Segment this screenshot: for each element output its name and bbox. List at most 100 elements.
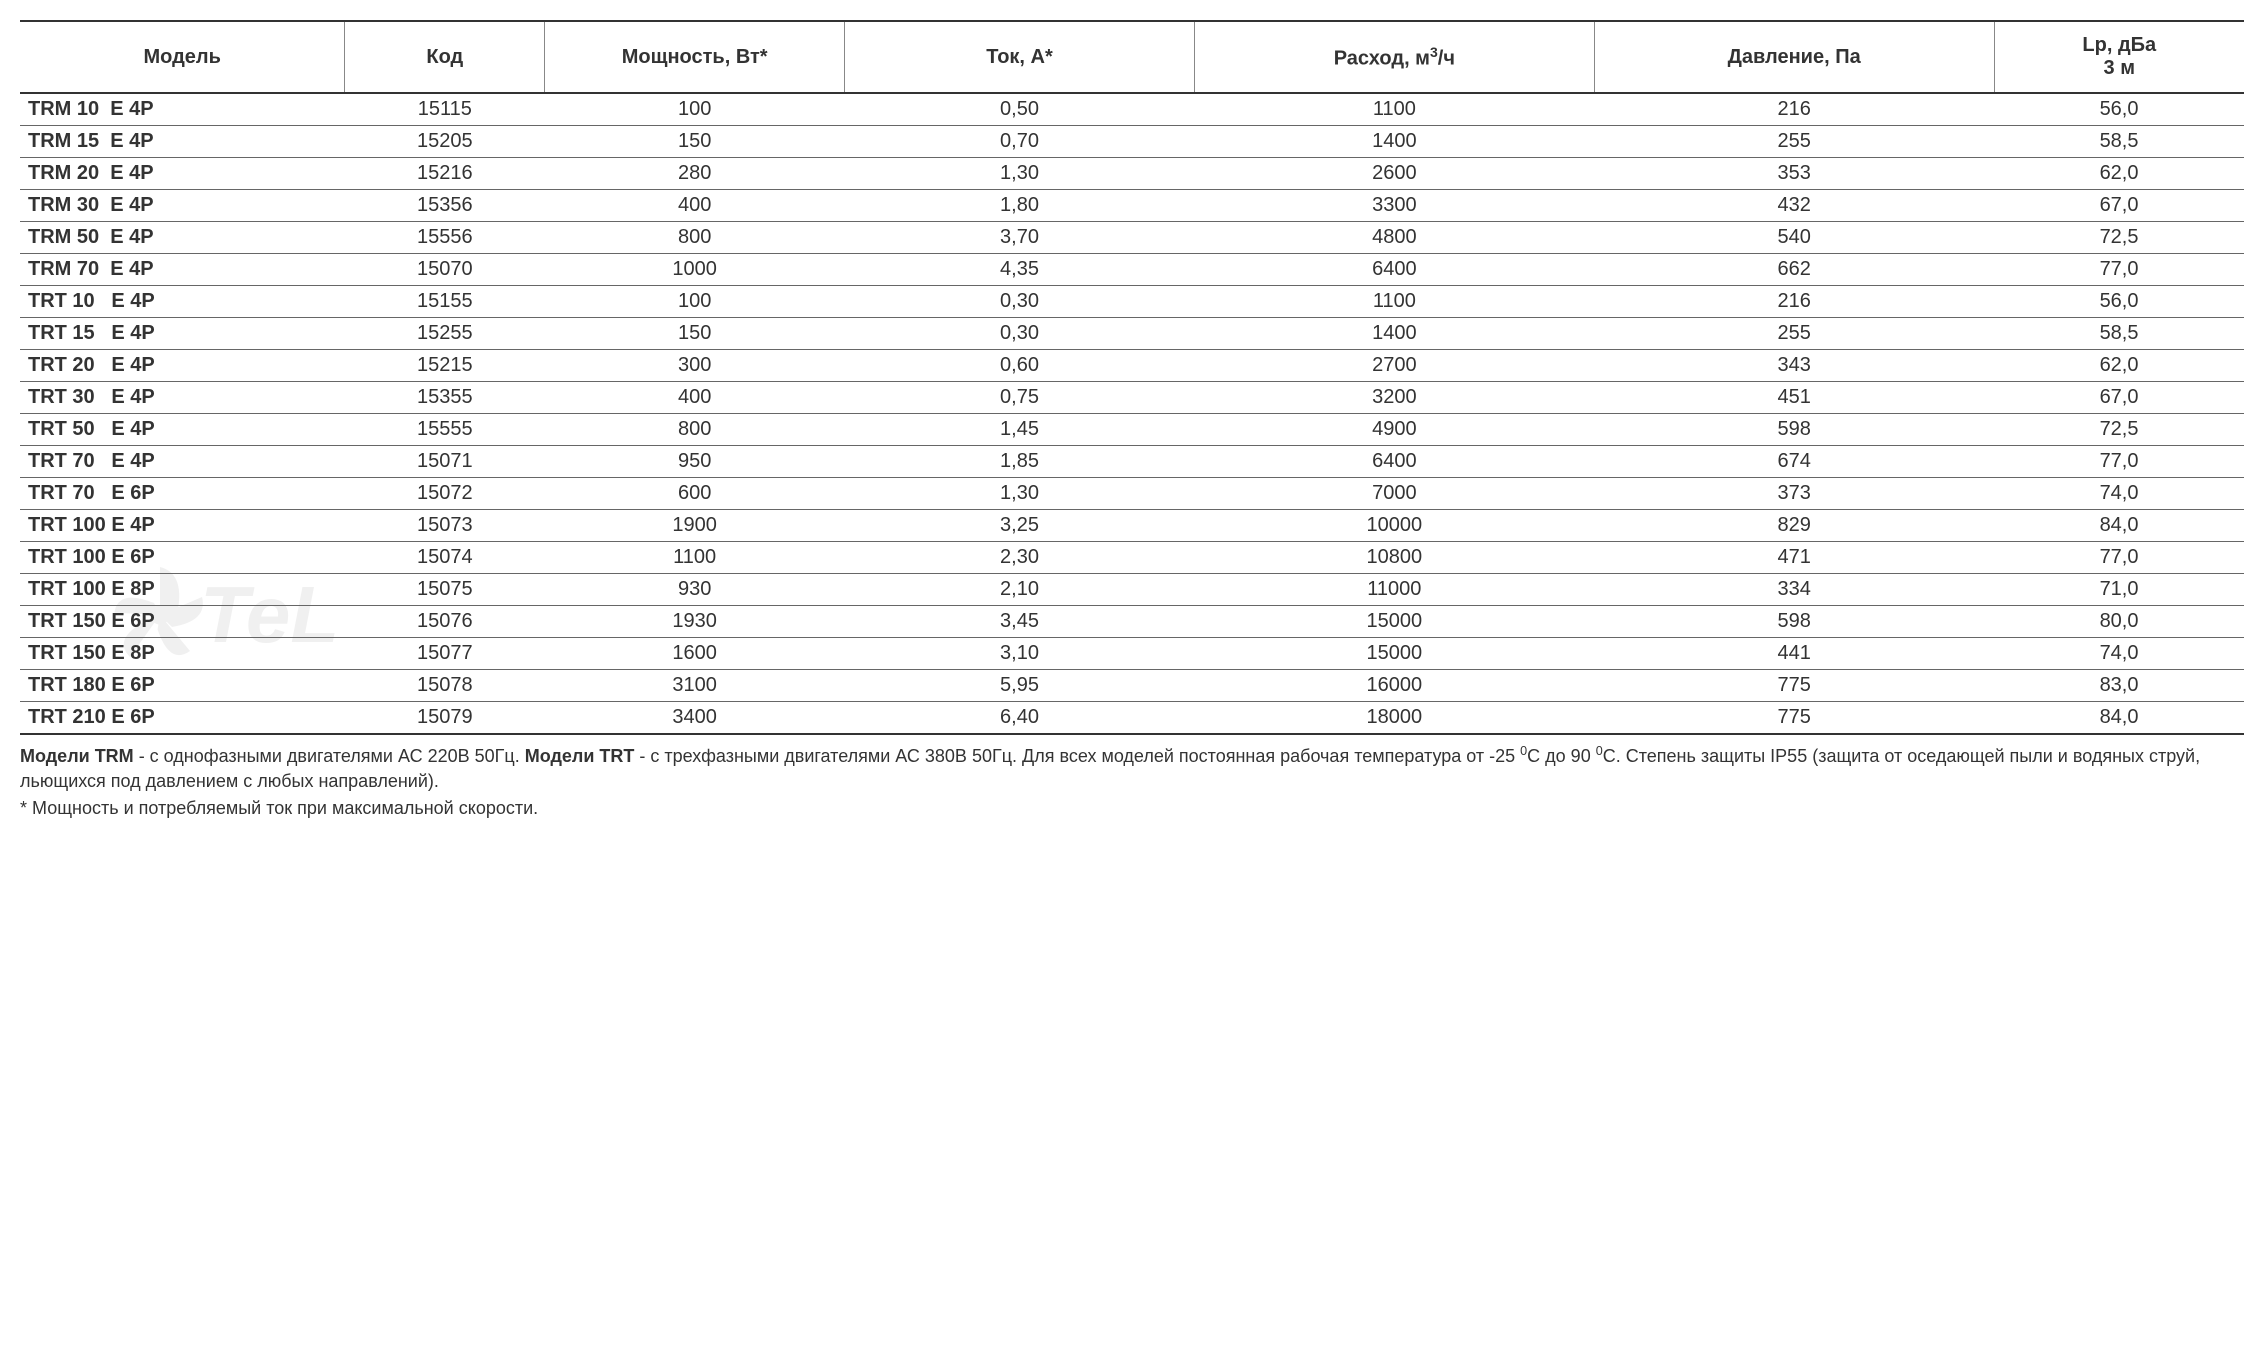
cell-noise: 77,0 [1994, 446, 2244, 478]
note-models-description: Модели TRM - с однофазными двигателями А… [20, 743, 2244, 794]
table-row: TRM 15 E 4P152051500,70140025558,5 [20, 126, 2244, 158]
cell-pressure: 343 [1594, 350, 1994, 382]
cell-flow: 6400 [1194, 446, 1594, 478]
cell-current: 1,45 [845, 414, 1195, 446]
cell-code: 15355 [345, 382, 545, 414]
cell-code: 15074 [345, 542, 545, 574]
cell-model: TRT 150 E 8P [20, 638, 345, 670]
cell-model: TRT 30 E 4P [20, 382, 345, 414]
cell-power: 800 [545, 222, 845, 254]
cell-model: TRM 70 E 4P [20, 254, 345, 286]
cell-model: TRT 100 E 4P [20, 510, 345, 542]
cell-power: 950 [545, 446, 845, 478]
cell-code: 15079 [345, 702, 545, 735]
table-row: TRM 70 E 4P1507010004,35640066277,0 [20, 254, 2244, 286]
cell-code: 15076 [345, 606, 545, 638]
notes-section: Модели TRM - с однофазными двигателями А… [20, 743, 2244, 822]
table-body: TRM 10 E 4P151151000,50110021656,0TRM 15… [20, 93, 2244, 734]
cell-flow: 3300 [1194, 190, 1594, 222]
cell-flow: 1400 [1194, 126, 1594, 158]
cell-current: 0,60 [845, 350, 1195, 382]
table-row: TRT 150 E 8P1507716003,101500044174,0 [20, 638, 2244, 670]
cell-model: TRT 70 E 4P [20, 446, 345, 478]
cell-code: 15555 [345, 414, 545, 446]
cell-flow: 1100 [1194, 93, 1594, 126]
cell-pressure: 598 [1594, 606, 1994, 638]
cell-code: 15073 [345, 510, 545, 542]
cell-current: 2,10 [845, 574, 1195, 606]
cell-power: 400 [545, 190, 845, 222]
cell-noise: 56,0 [1994, 286, 2244, 318]
cell-noise: 72,5 [1994, 414, 2244, 446]
table-row: TRM 10 E 4P151151000,50110021656,0 [20, 93, 2244, 126]
cell-noise: 62,0 [1994, 350, 2244, 382]
cell-flow: 18000 [1194, 702, 1594, 735]
cell-noise: 77,0 [1994, 254, 2244, 286]
cell-current: 3,70 [845, 222, 1195, 254]
cell-current: 4,35 [845, 254, 1195, 286]
cell-power: 300 [545, 350, 845, 382]
cell-pressure: 775 [1594, 670, 1994, 702]
column-header-power: Мощность, Вт* [545, 21, 845, 93]
cell-code: 15071 [345, 446, 545, 478]
cell-current: 1,30 [845, 478, 1195, 510]
cell-pressure: 441 [1594, 638, 1994, 670]
table-row: TRT 100 E 8P150759302,101100033471,0 [20, 574, 2244, 606]
cell-pressure: 216 [1594, 286, 1994, 318]
cell-power: 1000 [545, 254, 845, 286]
cell-code: 15072 [345, 478, 545, 510]
cell-model: TRM 10 E 4P [20, 93, 345, 126]
cell-flow: 15000 [1194, 606, 1594, 638]
column-header-flow: Расход, м3/ч [1194, 21, 1594, 93]
cell-pressure: 432 [1594, 190, 1994, 222]
cell-current: 1,30 [845, 158, 1195, 190]
table-row: TRT 210 E 6P1507934006,401800077584,0 [20, 702, 2244, 735]
column-header-code: Код [345, 21, 545, 93]
table-row: TRT 100 E 6P1507411002,301080047177,0 [20, 542, 2244, 574]
cell-current: 1,85 [845, 446, 1195, 478]
table-row: TRT 50 E 4P155558001,45490059872,5 [20, 414, 2244, 446]
table-row: TRT 20 E 4P152153000,60270034362,0 [20, 350, 2244, 382]
cell-model: TRT 100 E 6P [20, 542, 345, 574]
cell-power: 280 [545, 158, 845, 190]
cell-power: 1930 [545, 606, 845, 638]
cell-power: 930 [545, 574, 845, 606]
cell-model: TRM 30 E 4P [20, 190, 345, 222]
cell-pressure: 255 [1594, 126, 1994, 158]
cell-noise: 67,0 [1994, 382, 2244, 414]
cell-flow: 11000 [1194, 574, 1594, 606]
cell-noise: 80,0 [1994, 606, 2244, 638]
cell-code: 15216 [345, 158, 545, 190]
table-row: TRM 20 E 4P152162801,30260035362,0 [20, 158, 2244, 190]
cell-current: 0,75 [845, 382, 1195, 414]
cell-power: 100 [545, 93, 845, 126]
cell-power: 150 [545, 126, 845, 158]
cell-flow: 10000 [1194, 510, 1594, 542]
cell-code: 15255 [345, 318, 545, 350]
cell-pressure: 334 [1594, 574, 1994, 606]
cell-flow: 6400 [1194, 254, 1594, 286]
cell-code: 15077 [345, 638, 545, 670]
cell-code: 15205 [345, 126, 545, 158]
cell-pressure: 471 [1594, 542, 1994, 574]
cell-code: 15070 [345, 254, 545, 286]
cell-noise: 62,0 [1994, 158, 2244, 190]
cell-noise: 58,5 [1994, 126, 2244, 158]
cell-pressure: 674 [1594, 446, 1994, 478]
cell-power: 3100 [545, 670, 845, 702]
cell-pressure: 216 [1594, 93, 1994, 126]
cell-current: 5,95 [845, 670, 1195, 702]
cell-current: 1,80 [845, 190, 1195, 222]
cell-model: TRM 15 E 4P [20, 126, 345, 158]
cell-model: TRM 20 E 4P [20, 158, 345, 190]
column-header-pressure: Давление, Па [1594, 21, 1994, 93]
cell-flow: 7000 [1194, 478, 1594, 510]
cell-model: TRT 210 E 6P [20, 702, 345, 735]
cell-noise: 58,5 [1994, 318, 2244, 350]
cell-pressure: 540 [1594, 222, 1994, 254]
cell-pressure: 373 [1594, 478, 1994, 510]
cell-code: 15356 [345, 190, 545, 222]
cell-code: 15115 [345, 93, 545, 126]
cell-pressure: 598 [1594, 414, 1994, 446]
cell-noise: 56,0 [1994, 93, 2244, 126]
